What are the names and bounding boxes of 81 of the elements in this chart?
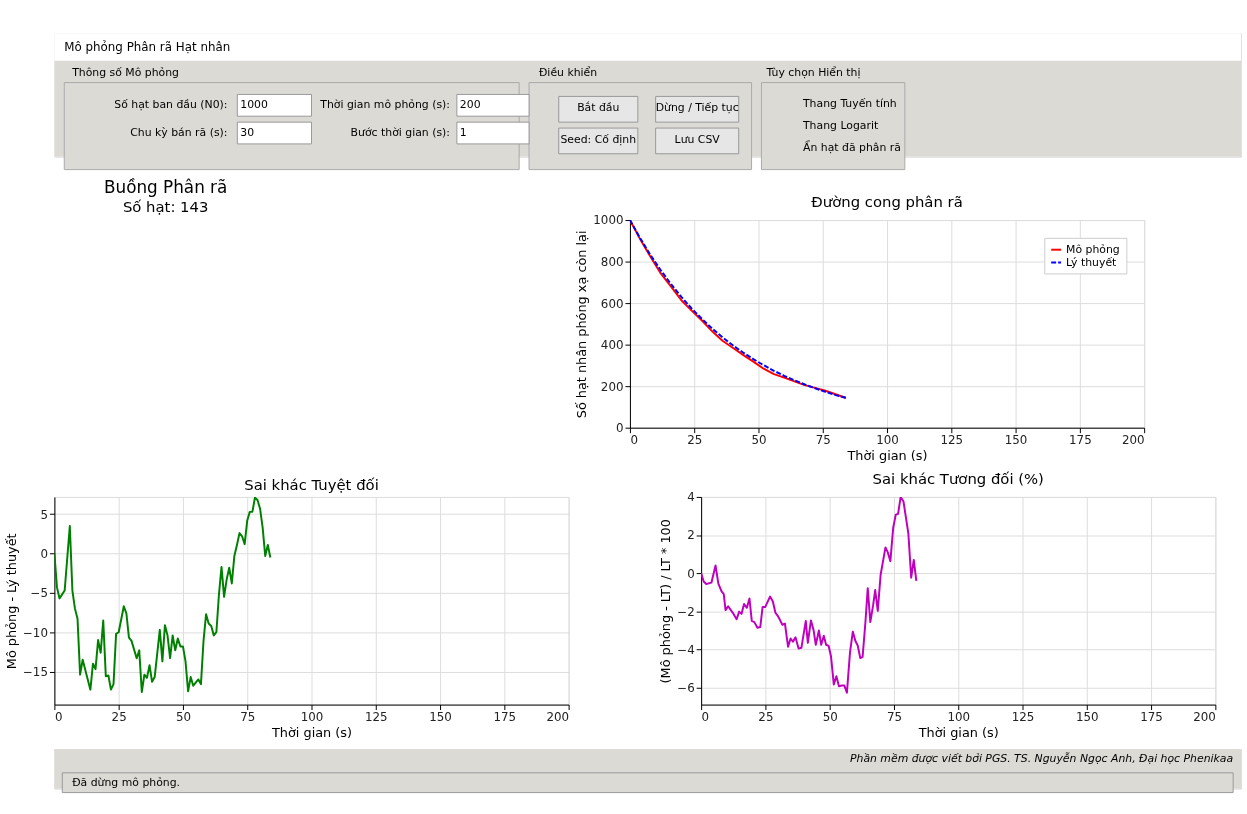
- x-tick-label: 25: [758, 709, 774, 724]
- x-axis-title: Thời gian (s): [917, 724, 999, 740]
- y-tick-label: −5: [30, 586, 48, 601]
- text: Phần mềm được viết bởi PGS. TS. Nguyễn Ngọc Anh, Đại học Phenikaa: [849, 751, 1234, 765]
- y-tick-label: −6: [677, 680, 695, 695]
- x-tick-label: 125: [364, 709, 388, 724]
- text: Điều khiển: [538, 65, 598, 79]
- y-tick-label: 400: [600, 338, 624, 353]
- x-tick-label: 25: [111, 709, 127, 724]
- legend-label: Mô phỏng: [1066, 242, 1120, 256]
- y-axis-title: Mô phỏng - Lý thuyết: [4, 533, 19, 670]
- text: Thời gian mô phỏng (s):: [319, 98, 450, 112]
- x-tick-label: 125: [940, 433, 964, 448]
- y-axis-title: Số hạt nhân phóng xạ còn lại: [574, 230, 590, 419]
- x-tick-label: 0: [701, 709, 710, 724]
- x-tick-label: 150: [1075, 709, 1099, 724]
- text: Bước thời gian (s):: [350, 125, 450, 139]
- y-tick-label: 2: [687, 528, 695, 543]
- y-tick-label: −2: [677, 604, 695, 619]
- text: Thang Tuyến tính: [801, 97, 897, 111]
- line-series: [54, 496, 272, 693]
- x-tick-label: 200: [1122, 433, 1145, 448]
- y-tick-label: 0: [615, 421, 624, 436]
- x-tick-label: 175: [1069, 433, 1092, 448]
- text: Số hạt: 143: [122, 198, 209, 216]
- legend-label: Lý thuyết: [1066, 255, 1117, 269]
- text: Số hạt ban đầu (N0):: [114, 98, 228, 112]
- y-tick-label: 0: [40, 547, 48, 562]
- x-tick-label: 50: [751, 433, 767, 448]
- y-tick-label: 800: [600, 255, 624, 270]
- y-axis-title: (Mô phỏng - LT) / LT * 100: [658, 519, 674, 684]
- chart-title: Sai khác Tuyệt đối: [244, 476, 379, 494]
- x-tick-label: 200: [546, 709, 570, 724]
- chart-title: Sai khác Tương đối (%): [872, 470, 1044, 488]
- x-tick-label: 0: [54, 709, 63, 724]
- x-axis-title: Thời gian (s): [846, 447, 928, 463]
- text: Bắt đầu: [577, 101, 620, 115]
- chart-title: Đường cong phân rã: [811, 193, 963, 211]
- x-tick-label: 0: [630, 433, 638, 448]
- x-tick-label: 50: [822, 709, 838, 724]
- x-tick-label: 50: [175, 709, 191, 724]
- y-tick-label: 600: [600, 296, 624, 311]
- text: 30: [240, 125, 255, 139]
- text: Thông số Mô phỏng: [71, 65, 179, 79]
- x-tick-label: 100: [300, 709, 324, 724]
- text: Lưu CSV: [674, 132, 721, 146]
- text: 200: [459, 98, 481, 112]
- x-axis-title: Thời gian (s): [270, 724, 353, 740]
- x-tick-label: 75: [240, 709, 256, 724]
- x-tick-label: 150: [429, 709, 452, 724]
- line-series: [701, 496, 918, 694]
- y-tick-label: −10: [22, 625, 48, 640]
- text: 1: [459, 125, 467, 139]
- text: Ẩn hạt đã phân rã: [802, 139, 901, 154]
- text: Buồng Phân rã: [103, 177, 228, 198]
- x-tick-label: 100: [876, 433, 899, 448]
- x-tick-label: 75: [815, 433, 831, 448]
- text: 1000: [240, 98, 269, 112]
- x-tick-label: 25: [687, 433, 703, 448]
- y-tick-label: 0: [687, 566, 695, 581]
- x-tick-label: 175: [1140, 709, 1163, 724]
- x-tick-label: 175: [493, 709, 517, 724]
- x-tick-label: 200: [1193, 709, 1216, 724]
- x-tick-label: 125: [1011, 709, 1035, 724]
- text: Seed: Cố định: [560, 132, 637, 146]
- y-tick-label: −15: [22, 665, 48, 680]
- line-series: [629, 220, 847, 399]
- text: Thang Logarit: [801, 119, 879, 133]
- text: Tùy chọn Hiển thị: [765, 65, 861, 79]
- y-tick-label: 200: [600, 379, 624, 394]
- y-tick-label: 1000: [593, 213, 624, 228]
- text: Mô phỏng Phân rã Hạt nhân: [64, 39, 231, 54]
- x-tick-label: 150: [1004, 433, 1028, 448]
- x-tick-label: 75: [886, 709, 902, 724]
- y-tick-label: −4: [677, 642, 695, 657]
- text: Chu kỳ bán rã (s):: [130, 125, 228, 139]
- text: Đã dừng mô phỏng.: [72, 775, 181, 789]
- y-tick-label: 4: [687, 490, 695, 505]
- y-tick-label: 5: [40, 507, 48, 522]
- text: Dừng / Tiếp tục: [655, 101, 739, 115]
- x-tick-label: 100: [947, 709, 971, 724]
